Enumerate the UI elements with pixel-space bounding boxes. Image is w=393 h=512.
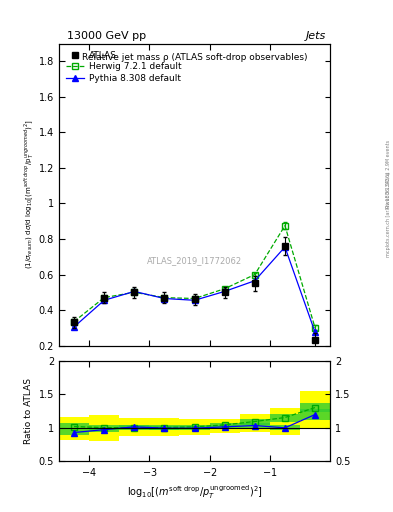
X-axis label: $\mathrm{log}_{10}[(m^{\mathrm{soft\ drop}}/p_T^{\mathrm{ungroomed}})^2]$: $\mathrm{log}_{10}[(m^{\mathrm{soft\ dro… xyxy=(127,483,263,501)
Y-axis label: $(1/\sigma_{resum})$ d$\sigma$/d log$_{10}$[(m$^{soft\ drop}$/p$_T^{ungroomed})^: $(1/\sigma_{resum})$ d$\sigma$/d log$_{1… xyxy=(23,120,36,269)
Text: Jets: Jets xyxy=(306,31,326,41)
Text: 13000 GeV pp: 13000 GeV pp xyxy=(67,31,146,41)
Y-axis label: Ratio to ATLAS: Ratio to ATLAS xyxy=(24,378,33,444)
Text: mcplots.cern.ch [arXiv:1306.3436]: mcplots.cern.ch [arXiv:1306.3436] xyxy=(386,173,391,258)
Text: Relative jet mass ρ (ATLAS soft-drop observables): Relative jet mass ρ (ATLAS soft-drop obs… xyxy=(82,53,307,61)
Text: Rivet 3.1.10, ≥ 2.9M events: Rivet 3.1.10, ≥ 2.9M events xyxy=(386,140,391,208)
Text: ATLAS_2019_I1772062: ATLAS_2019_I1772062 xyxy=(147,257,242,266)
Legend: ATLAS, Herwig 7.2.1 default, Pythia 8.308 default: ATLAS, Herwig 7.2.1 default, Pythia 8.30… xyxy=(63,48,184,86)
